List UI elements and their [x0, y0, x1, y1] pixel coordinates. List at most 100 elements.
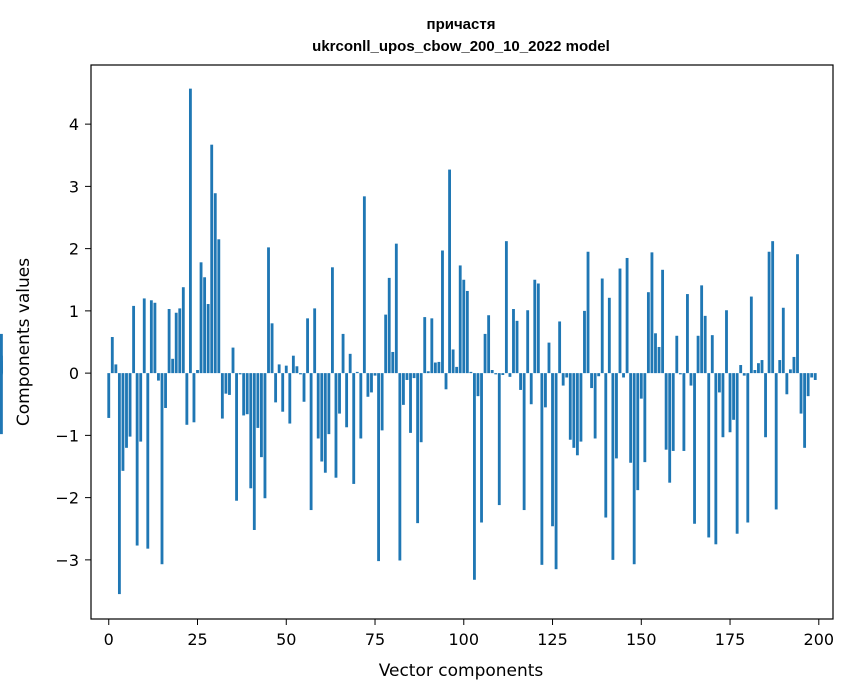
bar-125	[551, 373, 554, 527]
bar-3	[117, 373, 121, 595]
bar-32	[220, 373, 224, 419]
bar-39	[245, 373, 249, 415]
bar-24	[192, 373, 196, 423]
bar-25	[196, 370, 199, 374]
bar-196	[803, 373, 807, 448]
bar-119	[529, 373, 533, 405]
bar-127	[558, 321, 562, 374]
bar-138	[597, 373, 601, 377]
bar-137	[593, 373, 597, 439]
bar-173	[721, 373, 725, 438]
bar-122	[540, 373, 544, 565]
bar-104	[476, 373, 480, 397]
bar-168	[703, 315, 707, 374]
bar-97	[451, 349, 455, 374]
bar-113	[508, 373, 512, 377]
bar-154	[654, 333, 657, 374]
bar-162	[682, 373, 686, 451]
bar-181	[749, 296, 753, 374]
bar-161	[678, 373, 682, 375]
bar-85	[409, 373, 412, 433]
bar-131	[572, 373, 576, 448]
bar-29	[210, 144, 214, 374]
bar-171	[714, 373, 718, 545]
bar-158	[668, 373, 672, 483]
bar-50	[284, 365, 288, 374]
bar-99	[458, 265, 462, 374]
x-tick-label: 50	[276, 630, 296, 649]
bars-group	[0, 88, 817, 595]
bar-65	[338, 373, 341, 414]
bar-78	[384, 314, 388, 374]
x-tick-label: 100	[449, 630, 480, 649]
bar-58	[313, 308, 317, 374]
bar-112	[504, 241, 508, 374]
y-axis-label: Components values	[14, 258, 34, 426]
bar-167	[700, 285, 704, 374]
bar-91	[430, 318, 434, 374]
bar-79	[387, 277, 391, 374]
bar-95	[444, 373, 448, 390]
bar-10	[142, 298, 146, 374]
bar-72	[362, 196, 366, 374]
bar-86	[412, 373, 416, 379]
bar-124	[547, 342, 551, 374]
bar-0	[107, 373, 111, 418]
bar-34	[228, 373, 231, 395]
bar-93	[437, 361, 441, 374]
bar-13	[153, 302, 157, 374]
bar-26	[199, 262, 203, 374]
bar-139	[600, 278, 604, 374]
bar-126	[554, 373, 558, 570]
bar-129	[565, 373, 569, 378]
bar-178	[739, 365, 743, 374]
bar-83	[402, 373, 405, 405]
bar-73	[366, 373, 370, 397]
bar-67	[345, 373, 349, 428]
bar-111	[501, 373, 505, 375]
bar-141	[607, 297, 611, 374]
bar-61	[323, 373, 327, 473]
chart-title: причастя	[427, 16, 496, 33]
bar-62	[327, 373, 331, 435]
bar-59	[316, 373, 320, 439]
bar-47	[274, 373, 278, 403]
bar-60	[320, 373, 324, 462]
bar-46	[270, 323, 274, 374]
bar-164	[689, 373, 693, 386]
bar-28	[206, 304, 210, 374]
bar-149	[636, 373, 640, 491]
bar-51	[288, 373, 292, 424]
bar-98	[455, 366, 459, 374]
bar-77	[380, 373, 384, 431]
bar-2	[114, 364, 118, 374]
x-tick-label: 75	[365, 630, 385, 649]
bar-169	[707, 373, 711, 538]
bar-142	[611, 373, 615, 560]
bar-166	[696, 335, 700, 374]
bar-87	[416, 373, 420, 524]
bar-175	[728, 373, 732, 433]
bar-92	[433, 362, 437, 374]
bar-40	[249, 373, 253, 489]
bar-153	[650, 252, 654, 374]
x-tick-label: 0	[104, 630, 114, 649]
bar-195	[799, 373, 803, 414]
bar-134	[583, 310, 586, 374]
bar-155	[657, 346, 661, 374]
bar-16	[164, 373, 167, 408]
bar-23	[188, 88, 192, 374]
bar-179	[742, 373, 746, 376]
bar-148	[632, 373, 636, 565]
bar-150	[639, 373, 643, 399]
bar-123	[544, 373, 547, 408]
bar-27	[203, 277, 207, 374]
bar-19	[174, 312, 178, 374]
bar-110	[497, 373, 501, 506]
x-tick-label: 150	[626, 630, 657, 649]
bar-57	[309, 373, 313, 511]
x-tick-label: 25	[187, 630, 207, 649]
y-tick-label: 0	[69, 364, 79, 383]
y-tick-label: 3	[69, 177, 79, 196]
